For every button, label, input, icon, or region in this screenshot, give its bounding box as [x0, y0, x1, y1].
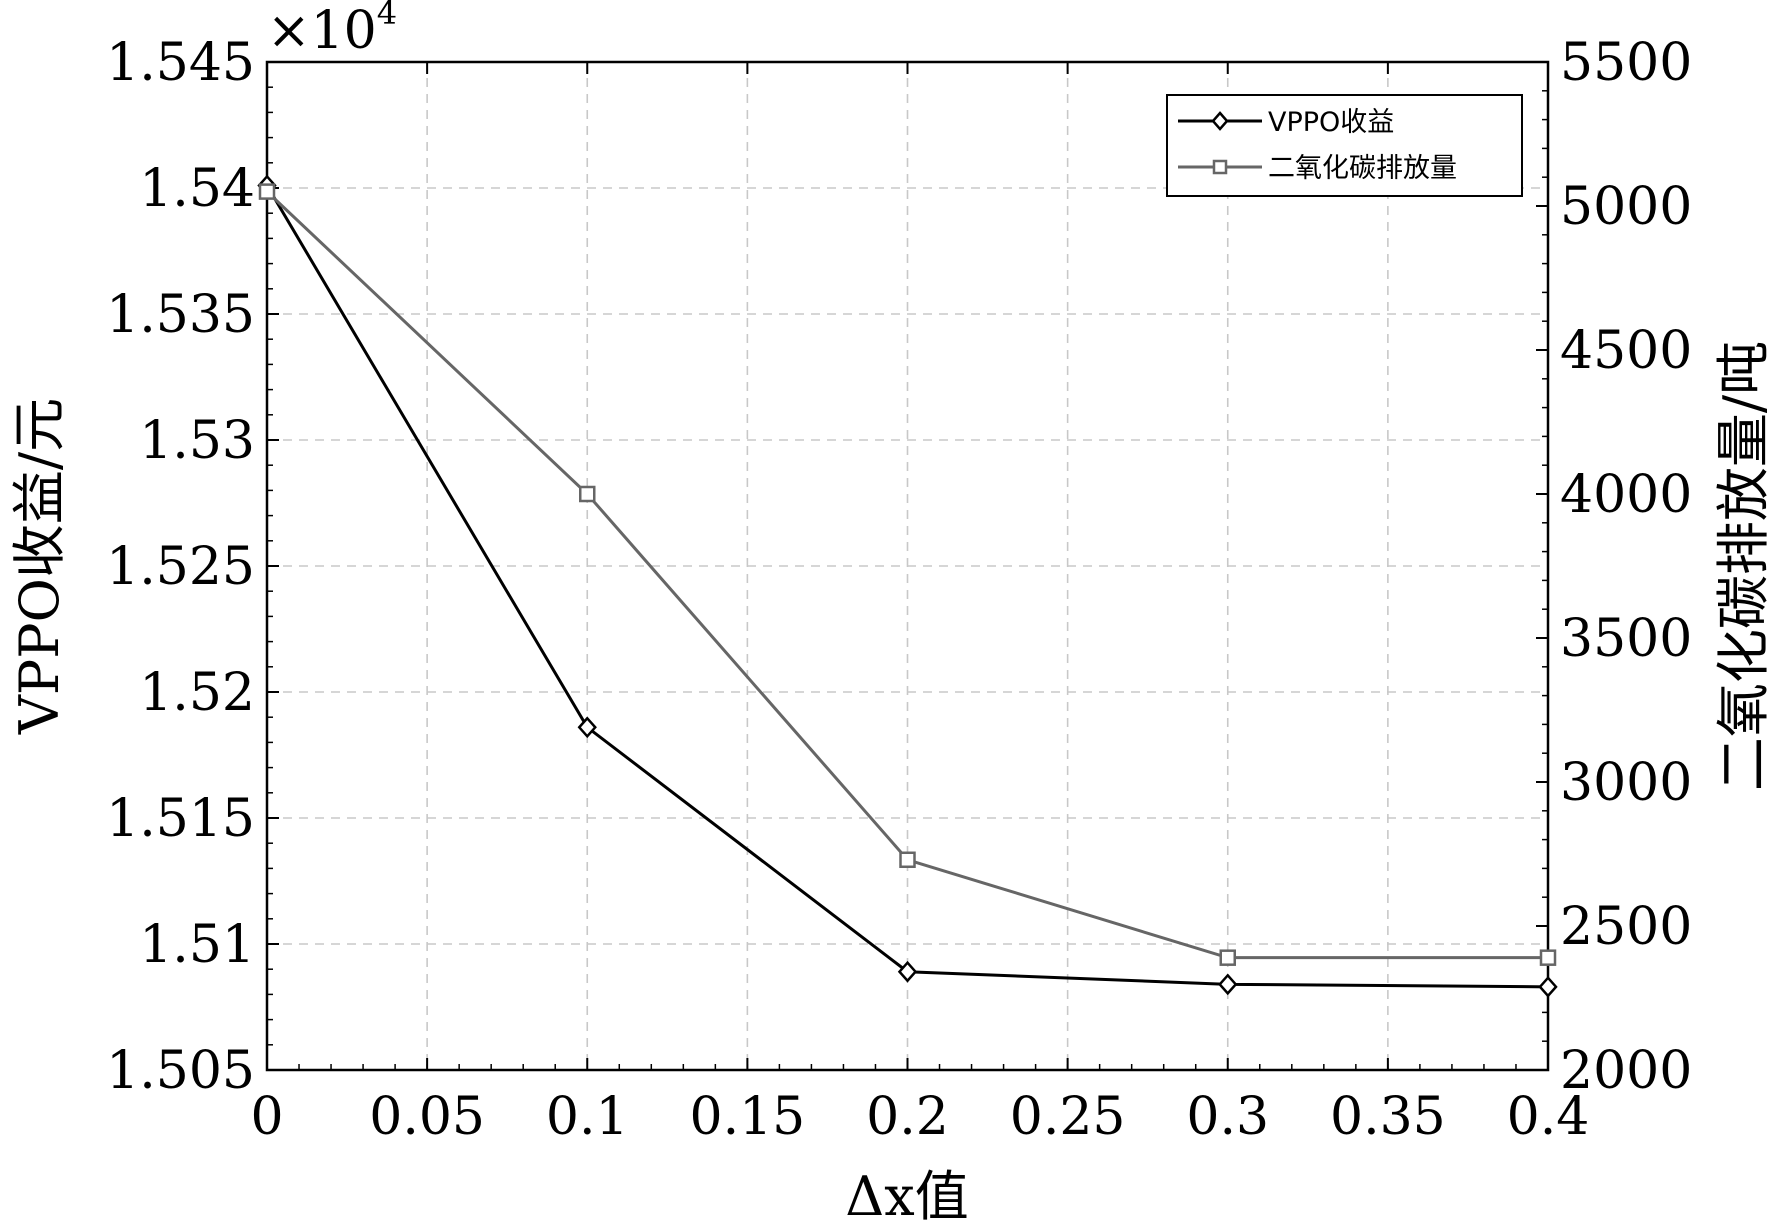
- right-y-tick-label: 3000: [1560, 753, 1692, 813]
- left-y-tick-label: 1.51: [139, 915, 255, 975]
- x-tick-label: 0.1: [546, 1087, 629, 1147]
- left-y-tick-label: 1.515: [106, 789, 255, 849]
- data-point-vppo: [897, 960, 918, 983]
- left-y-tick-labels: 1.505 1.51 1.515 1.52 1.525 1.53 1.535 1.54 1.54…: [106, 33, 255, 1101]
- y-multiplier-exponent: 4: [377, 0, 397, 32]
- left-y-tick-label: 1.545: [106, 33, 255, 93]
- left-y-tick-label: 1.525: [106, 537, 255, 597]
- x-tick-label: 0.4: [1507, 1087, 1590, 1147]
- left-y-tick-label: 1.505: [106, 1041, 255, 1101]
- right-y-tick-labels: 2000 2500 3000 3500 4000 4500 5000 5500: [1560, 33, 1692, 1101]
- x-tick-label: 0.15: [689, 1087, 805, 1147]
- right-y-axis-title: 二氧化碳排放量/吨: [1712, 341, 1775, 791]
- y-multiplier: ×104: [267, 0, 397, 61]
- x-tick-label: 0.3: [1186, 1087, 1269, 1147]
- right-y-tick-label: 4000: [1560, 465, 1692, 525]
- legend: VPPO收益 二氧化碳排放量: [1166, 94, 1523, 197]
- data-point-co2: [899, 851, 916, 869]
- data-point-co2: [1539, 949, 1557, 966]
- left-y-tick-label: 1.54: [139, 159, 255, 219]
- legend-label-co2: 二氧化碳排放量: [1268, 153, 1457, 184]
- x-tick-label: 0.05: [369, 1087, 485, 1147]
- legend-marker-diamond: [1211, 111, 1229, 131]
- left-y-tick-label: 1.53: [139, 411, 255, 471]
- y-multiplier-base: ×10: [267, 1, 377, 61]
- x-tick-label: 0: [250, 1087, 283, 1147]
- right-y-tick-label: 2500: [1560, 897, 1692, 957]
- right-y-tick-label: 3500: [1560, 609, 1692, 669]
- left-y-tick-label: 1.52: [139, 663, 255, 723]
- x-tick-label: 0.35: [1330, 1087, 1446, 1147]
- x-tick-labels: 0 0.05 0.1 0.15 0.2 0.25 0.3 0.35 0.4: [250, 1087, 1589, 1147]
- data-point-co2: [258, 183, 276, 200]
- tick-marks: [266, 61, 1549, 1071]
- data-point-vppo: [1538, 975, 1558, 998]
- data-point-vppo: [577, 716, 597, 739]
- right-y-tick-label: 5000: [1560, 177, 1692, 237]
- right-y-tick-label: 5500: [1560, 33, 1692, 93]
- data-point-co2: [579, 485, 596, 503]
- x-tick-label: 0.2: [866, 1087, 949, 1147]
- x-axis-title: Δx值: [845, 1165, 968, 1226]
- legend-label-vppo: VPPO收益: [1268, 107, 1394, 138]
- series-layer: [257, 174, 1558, 998]
- right-y-tick-label: 4500: [1560, 321, 1692, 381]
- legend-box: [1166, 94, 1523, 197]
- legend-marker-square: [1212, 159, 1228, 175]
- x-tick-label: 0.25: [1010, 1087, 1126, 1147]
- data-point-vppo: [1218, 973, 1238, 996]
- right-y-tick-label: 2000: [1560, 1041, 1692, 1101]
- grid: [267, 62, 1548, 1070]
- left-y-axis-title: VPPO收益/元: [8, 398, 71, 735]
- left-y-tick-label: 1.535: [106, 285, 255, 345]
- data-point-co2: [1219, 949, 1236, 966]
